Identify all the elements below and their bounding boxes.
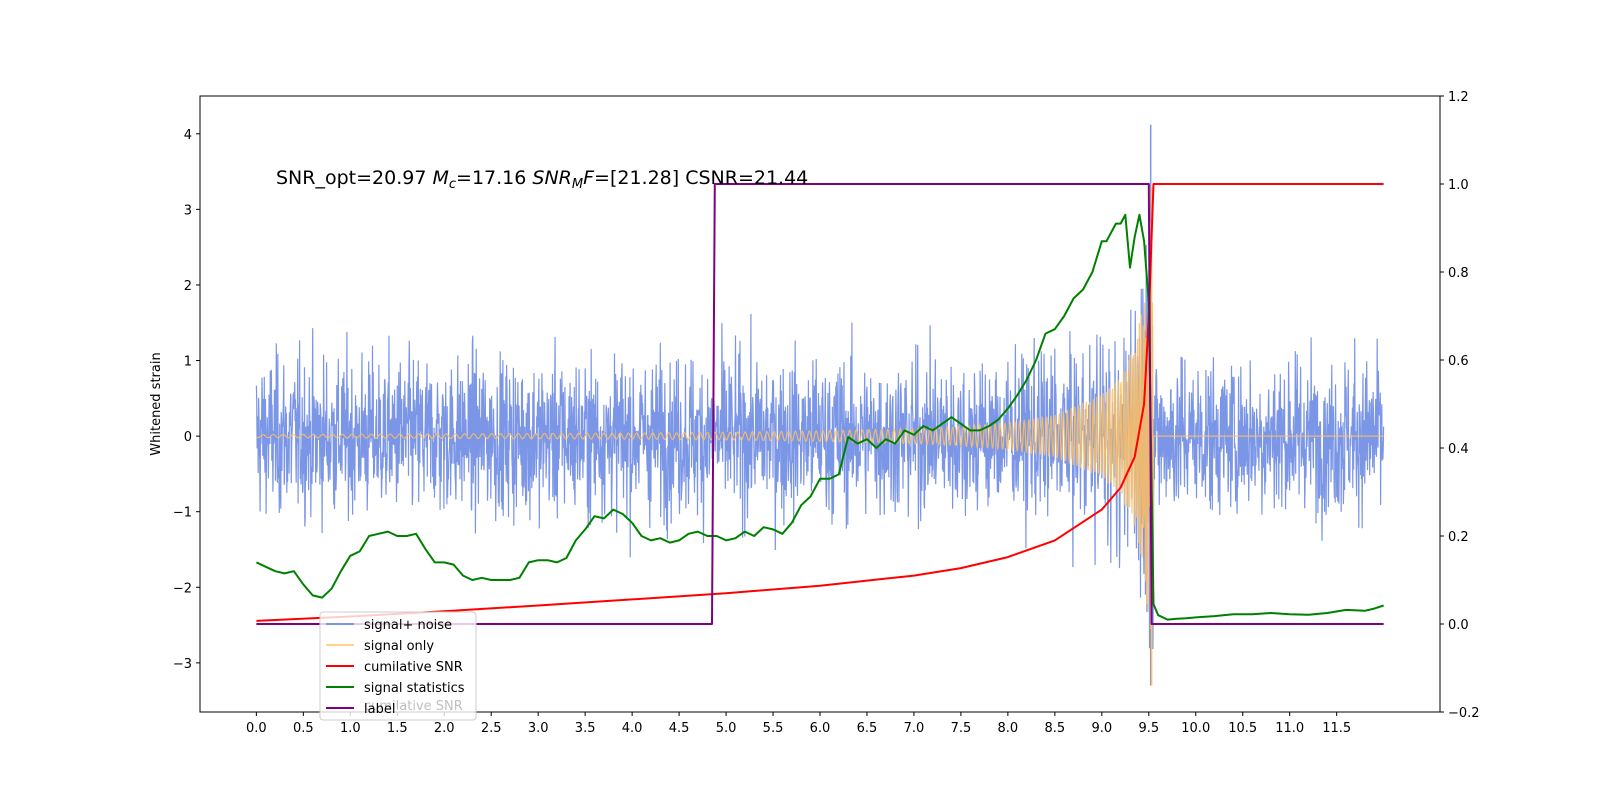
y-right-tick-label: 1.0: [1448, 178, 1469, 193]
x-tick-label: 4.5: [669, 721, 690, 736]
title-snr-symbol: SNR: [532, 167, 571, 189]
x-tick-label: 10.5: [1228, 721, 1257, 736]
x-tick-label: 9.0: [1091, 721, 1112, 736]
legend-label: label: [364, 702, 395, 717]
x-tick-label: 11.0: [1275, 721, 1304, 736]
y-tick-label: 4: [184, 128, 192, 143]
legend-label: signal only: [364, 639, 434, 654]
y-right-tick-label: 0.0: [1448, 618, 1469, 633]
x-tick-label: 2.0: [434, 721, 455, 736]
x-tick-label: 6.5: [857, 721, 878, 736]
x-tick-label: 1.0: [340, 721, 361, 736]
y-tick-label: 0: [184, 430, 192, 445]
x-tick-label: 0.5: [293, 721, 314, 736]
y-tick-label: 2: [184, 279, 192, 294]
x-tick-label: 10.0: [1181, 721, 1210, 736]
x-tick-label: 9.5: [1138, 721, 1159, 736]
x-tick-label: 4.0: [622, 721, 643, 736]
x-tick-label: 8.5: [1045, 721, 1066, 736]
y-tick-label: 3: [184, 203, 192, 218]
x-tick-label: 1.5: [387, 721, 408, 736]
chart-title: SNR_opt=20.97 Mc=17.16 SNRMF=[21.28] CSN…: [276, 167, 808, 192]
title-snr-f: F: [583, 167, 595, 189]
legend-label: signal statistics: [364, 681, 465, 696]
x-tick-label: 5.0: [716, 721, 737, 736]
signal-noise-line: [255, 244, 1385, 654]
y-right-tick-label: 1.2: [1448, 90, 1469, 105]
legend-overlapped-text: cumilative SNR: [364, 699, 463, 714]
y-tick-label: −3: [173, 657, 192, 672]
title-part-3: =[21.28] CSNR=21.44: [594, 167, 808, 189]
y-right-tick-label: −0.2: [1448, 706, 1480, 721]
x-tick-label: 3.5: [575, 721, 596, 736]
title-mc-sub: c: [449, 177, 456, 192]
title-part-1: SNR_opt=20.97: [276, 167, 432, 189]
signal-statistics-line: [255, 213, 1384, 621]
x-tick-label: 3.0: [528, 721, 549, 736]
x-axis-ticks: 0.0 0.5 1.0 1.5 2.0 2.5 3.0 3.5 4.0 4.5 5.0 5.5 6.0 6…: [246, 712, 1351, 736]
label-line: [256, 183, 1384, 625]
x-tick-label: 8.0: [998, 721, 1019, 736]
y-axis-ticks: −3 −2 −1 0 1 2 3 4: [173, 128, 200, 672]
x-tick-label: 5.5: [763, 721, 784, 736]
x-tick-label: 7.0: [904, 721, 925, 736]
legend-box: [319, 611, 477, 721]
legend-label: signal+ noise: [364, 618, 452, 633]
y-tick-label: −2: [173, 581, 192, 596]
x-tick-label: 7.5: [951, 721, 972, 736]
y-right-tick-label: 0.8: [1448, 266, 1469, 281]
legend-items: signal+ noise signal only cumilative SNR si…: [326, 618, 465, 717]
signal-only-line: [255, 221, 1384, 641]
title-snr-sub: M: [572, 177, 583, 192]
y-right-tick-label: 0.4: [1448, 442, 1469, 457]
plot-area: [255, 124, 1385, 686]
x-tick-label: 6.0: [810, 721, 831, 736]
x-tick-label: 0.0: [246, 721, 267, 736]
y-right-tick-label: 0.2: [1448, 530, 1469, 545]
y-axis-label: Whitened strain: [149, 352, 164, 455]
legend: cumilative SNR signal+ noise signal only c…: [319, 611, 477, 721]
x-tick-label: 11.5: [1322, 721, 1351, 736]
x-tick-label: 2.5: [481, 721, 502, 736]
y-tick-label: −1: [173, 506, 192, 521]
title-part-2: =17.16: [456, 167, 532, 189]
y-axis-right-ticks: −0.2 0.0 0.2 0.4 0.6 0.8 1.0 1.2: [1440, 90, 1480, 721]
legend-label: cumilative SNR: [364, 660, 463, 675]
y-right-tick-label: 0.6: [1448, 354, 1469, 369]
title-mc-symbol: M: [432, 167, 448, 189]
y-tick-label: 1: [184, 355, 192, 370]
